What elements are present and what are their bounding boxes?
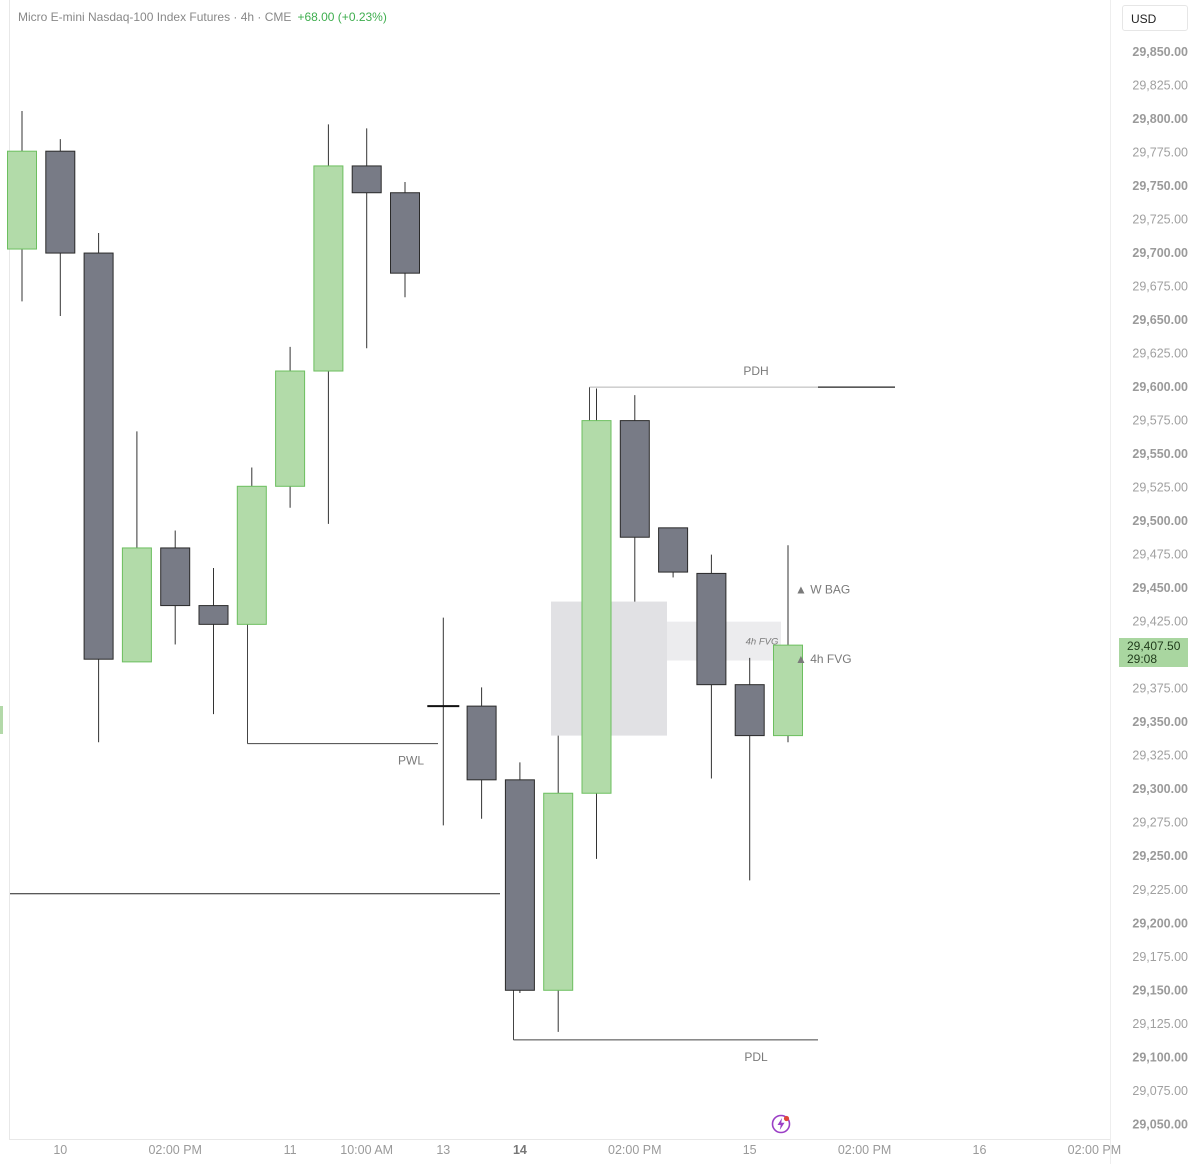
price-tick-label: 29,150.00 <box>1132 983 1188 997</box>
fvg-annotation: ▲ 4h FVG <box>795 652 852 666</box>
bearish-candle <box>83 252 114 660</box>
price-tick-label: 29,325.00 <box>1132 749 1188 763</box>
price-tick-label: 29,075.00 <box>1132 1084 1188 1098</box>
time-tick-label: 10 <box>53 1143 67 1157</box>
price-tick-label: 29,725.00 <box>1132 213 1188 227</box>
bullish-candle <box>313 165 344 372</box>
price-tick-label: 29,200.00 <box>1132 916 1188 930</box>
price-tick-label: 29,125.00 <box>1132 1017 1188 1031</box>
price-tick-label: 29,525.00 <box>1132 481 1188 495</box>
price-tick-label: 29,300.00 <box>1132 782 1188 796</box>
price-tick-label: 29,775.00 <box>1132 146 1188 160</box>
chart-left-border <box>9 0 10 1140</box>
bearish-candle <box>658 527 689 573</box>
price-tick-label: 29,550.00 <box>1132 447 1188 461</box>
time-tick-label: 02:00 PM <box>608 1143 662 1157</box>
price-tick-label: 29,750.00 <box>1132 179 1188 193</box>
symbol-title: Micro E-mini Nasdaq-100 Index Futures · … <box>18 10 292 24</box>
price-tick-label: 29,800.00 <box>1132 112 1188 126</box>
bullish-candle <box>121 547 152 663</box>
bullish-candle <box>275 370 306 487</box>
bullish-candle <box>581 420 612 794</box>
bullish-candle <box>773 644 803 737</box>
price-tick-label: 29,375.00 <box>1132 682 1188 696</box>
bearish-candle <box>390 192 420 274</box>
price-tick-label: 29,175.00 <box>1132 950 1188 964</box>
price-tick-label: 29,100.00 <box>1132 1050 1188 1064</box>
bearish-candle <box>619 420 650 538</box>
left-scale-marker <box>0 706 3 734</box>
bullish-candle <box>236 485 267 625</box>
price-tick-label: 29,675.00 <box>1132 280 1188 294</box>
bearish-candle <box>351 165 382 194</box>
bar-countdown: 29:08 <box>1127 652 1158 666</box>
price-tick-label: 29,825.00 <box>1132 79 1188 93</box>
price-tick-label: 29,250.00 <box>1132 849 1188 863</box>
price-tick-label: 29,850.00 <box>1132 45 1188 59</box>
price-tick-label: 29,575.00 <box>1132 414 1188 428</box>
price-tick-label: 29,050.00 <box>1132 1117 1188 1131</box>
time-tick-label: 02:00 PM <box>148 1143 202 1157</box>
pdl-label: PDL <box>744 1050 768 1064</box>
time-tick-label: 11 <box>284 1143 297 1157</box>
current-price-badge: 29,407.50 29:08 <box>1119 638 1188 667</box>
bearish-candle <box>45 150 76 254</box>
bearish-candle <box>466 705 497 781</box>
symbol-header: Micro E-mini Nasdaq-100 Index Futures · … <box>18 10 387 24</box>
w-bag-annotation: ▲ W BAG <box>795 583 850 597</box>
chart-bottom-border <box>9 1139 1110 1140</box>
currency-button[interactable]: USD <box>1122 5 1188 31</box>
price-change: +68.00 (+0.23%) <box>297 10 387 24</box>
time-tick-label: 10:00 AM <box>340 1143 393 1157</box>
price-tick-label: 29,275.00 <box>1132 816 1188 830</box>
price-tick-label: 29,425.00 <box>1132 615 1188 629</box>
price-tick-label: 29,500.00 <box>1132 514 1188 528</box>
bearish-candle <box>504 779 535 991</box>
time-tick-label: 14 <box>513 1143 527 1157</box>
bullish-candle <box>7 150 37 250</box>
price-tick-label: 29,650.00 <box>1132 313 1188 327</box>
pdh-label: PDH <box>743 364 768 378</box>
time-tick-label: 15 <box>743 1143 757 1157</box>
bullish-candle <box>543 792 574 991</box>
bearish-candle <box>160 547 191 607</box>
price-tick-label: 29,450.00 <box>1132 581 1188 595</box>
bearish-candle <box>198 605 229 625</box>
lightning-bolt-icon[interactable] <box>771 1114 791 1134</box>
price-tick-label: 29,225.00 <box>1132 883 1188 897</box>
bearish-candle <box>696 572 727 686</box>
fvg-zone-label: 4h FVG <box>746 636 779 647</box>
pwl-label: PWL <box>398 754 424 768</box>
bearish-candle <box>734 684 765 737</box>
price-tick-label: 29,475.00 <box>1132 548 1188 562</box>
price-tick-label: 29,625.00 <box>1132 347 1188 361</box>
current-price-value: 29,407.50 <box>1127 639 1181 653</box>
price-tick-label: 29,350.00 <box>1132 715 1188 729</box>
price-tick-label: 29,700.00 <box>1132 246 1188 260</box>
time-tick-label: 13 <box>436 1143 450 1157</box>
time-tick-label: 02:00 PM <box>838 1143 892 1157</box>
price-tick-label: 29,600.00 <box>1132 380 1188 394</box>
price-scale-divider <box>1110 0 1111 1164</box>
time-tick-label: 16 <box>973 1143 987 1157</box>
time-tick-label: 02:00 PM <box>1068 1143 1122 1157</box>
